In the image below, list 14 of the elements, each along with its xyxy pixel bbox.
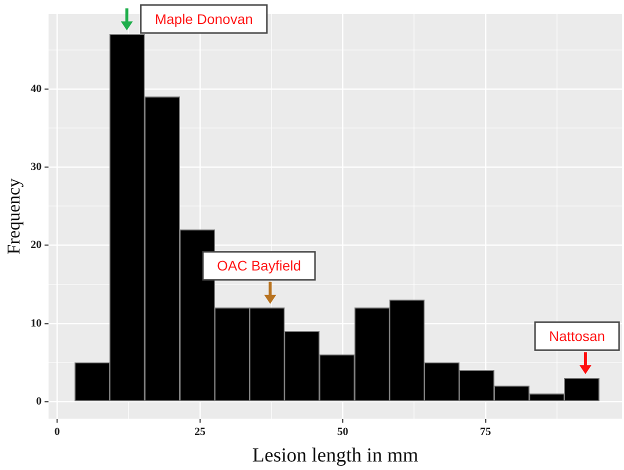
x-axis-title: Lesion length in mm [252,444,419,466]
y-tick-label: 30 [30,161,42,174]
annotation: Nattosan [549,328,606,344]
y-tick-label: 20 [30,239,42,252]
y-tick-label: 10 [30,317,42,330]
x-tick-label: 0 [54,426,60,438]
annotation: Maple Donovan [154,10,253,27]
annotation: OAC Bayfield [216,258,302,274]
y-tick-label: 0 [36,395,42,408]
x-tick-label: 50 [337,426,349,438]
y-axis-title: Frequency [4,178,24,254]
x-tick-label: 25 [194,426,206,438]
y-tick-label: 40 [30,82,42,95]
x-tick-label: 75 [480,426,492,438]
